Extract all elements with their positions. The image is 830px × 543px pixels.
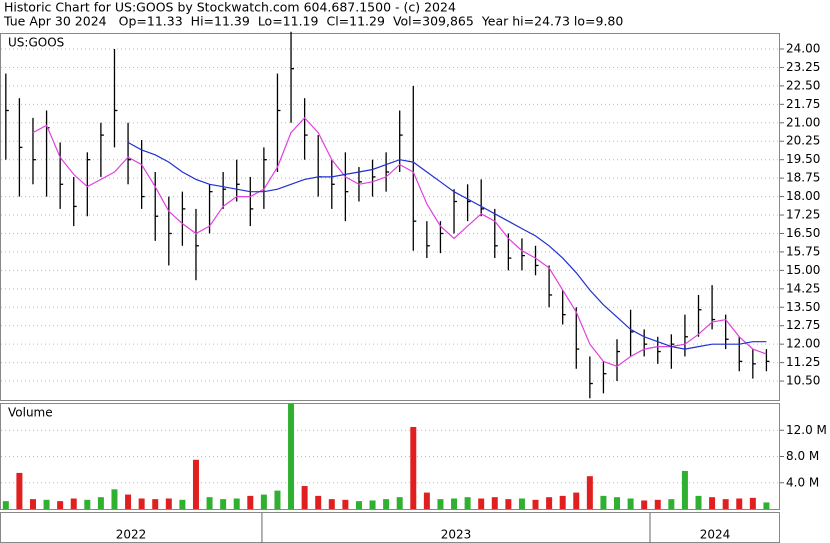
y-tick-label: 23.25 xyxy=(786,60,820,74)
y-tick-label: 12.0 M xyxy=(786,423,827,437)
y-tick-label: 16.50 xyxy=(786,226,820,240)
volume-bar xyxy=(125,494,132,509)
info-field: Vol=309,865 xyxy=(393,14,474,29)
volume-panel xyxy=(0,403,780,510)
volume-bar xyxy=(763,502,770,509)
volume-bar xyxy=(736,498,743,509)
volume-bar xyxy=(464,497,471,509)
moving-average-line xyxy=(32,117,767,367)
y-tick-label: 24.00 xyxy=(786,42,820,56)
y-tick-label: 10.50 xyxy=(786,374,820,388)
volume-bar xyxy=(70,498,77,509)
info-line: Tue Apr 30 2024 Op=11.33 Hi=11.39 Lo=11.19 C… xyxy=(3,14,623,29)
volume-bar xyxy=(709,497,716,509)
volume-bar xyxy=(383,499,390,509)
volume-bar xyxy=(301,486,308,509)
info-field: Cl=11.29 xyxy=(326,14,385,29)
volume-bar xyxy=(410,426,417,509)
volume-bar xyxy=(614,497,621,509)
y-tick-label: 8.0 M xyxy=(786,449,819,463)
y-tick-label: 17.25 xyxy=(786,208,820,222)
volume-bar xyxy=(57,501,64,509)
price-panel xyxy=(0,33,780,401)
volume-bar xyxy=(288,404,295,509)
volume-bar xyxy=(695,495,702,509)
x-tick-label: 2022 xyxy=(116,528,147,542)
info-field: Lo=11.19 xyxy=(258,14,319,29)
y-tick-label: 13.50 xyxy=(786,300,820,314)
volume-bar xyxy=(681,470,688,509)
volume-bar xyxy=(749,497,756,509)
volume-bar xyxy=(16,472,23,509)
volume-bar xyxy=(559,495,566,509)
y-tick-label: 12.00 xyxy=(786,337,820,351)
volume-bar xyxy=(641,500,648,509)
volume-bar xyxy=(532,499,539,509)
volume-bar xyxy=(84,499,91,509)
volume-bar xyxy=(722,499,729,509)
moving-average-line xyxy=(127,141,767,350)
volume-bar xyxy=(2,501,9,509)
volume-bar xyxy=(43,499,50,509)
panel-label: US:GOOS xyxy=(8,36,64,50)
volume-bar xyxy=(505,499,512,509)
volume-bar xyxy=(546,497,553,509)
volume-bar xyxy=(152,499,159,509)
volume-bar xyxy=(111,489,118,509)
y-tick-label: 4.0 M xyxy=(786,475,819,489)
y-tick-label: 14.25 xyxy=(786,281,820,295)
y-tick-label: 21.75 xyxy=(786,97,820,111)
volume-bar xyxy=(165,498,172,509)
y-tick-label: 19.50 xyxy=(786,152,820,166)
volume-bar xyxy=(600,495,607,509)
info-field: Year hi=24.73 xyxy=(481,14,570,29)
volume-bar xyxy=(627,498,634,509)
volume-bar xyxy=(451,498,458,509)
x-tick-label: 2024 xyxy=(700,528,731,542)
volume-bar xyxy=(437,499,444,509)
y-tick-label: 21.00 xyxy=(786,115,820,129)
y-tick-label: 20.25 xyxy=(786,134,820,148)
panel-label: Volume xyxy=(8,406,53,420)
info-field: Tue Apr 30 2024 xyxy=(3,14,107,29)
volume-bar xyxy=(274,490,281,509)
volume-bar xyxy=(342,499,349,509)
x-tick-label: 2023 xyxy=(441,528,472,542)
volume-bar xyxy=(260,494,267,509)
volume-bar xyxy=(654,499,661,509)
y-tick-label: 22.50 xyxy=(786,78,820,92)
y-tick-label: 11.25 xyxy=(786,355,820,369)
info-field: lo=9.80 xyxy=(574,14,623,29)
info-field: Op=11.33 xyxy=(119,14,183,29)
volume-bar xyxy=(29,499,36,509)
volume-bar xyxy=(192,459,199,509)
volume-bar xyxy=(369,500,376,509)
volume-bar xyxy=(573,492,580,509)
volume-bar xyxy=(315,495,322,509)
volume-bar xyxy=(220,499,227,509)
volume-bar xyxy=(478,498,485,509)
y-tick-label: 15.00 xyxy=(786,263,820,277)
volume-bar xyxy=(423,492,430,509)
volume-bar xyxy=(233,498,240,509)
volume-bar xyxy=(396,497,403,509)
y-tick-label: 18.00 xyxy=(786,189,820,203)
volume-bar xyxy=(138,498,145,509)
volume-bar xyxy=(206,497,213,509)
volume-bar xyxy=(518,498,525,509)
volume-bar xyxy=(179,499,186,509)
chart-title: Historic Chart for US:GOOS by Stockwatch… xyxy=(4,0,456,15)
info-field: Hi=11.39 xyxy=(191,14,250,29)
volume-bar xyxy=(586,476,593,509)
volume-bar xyxy=(328,499,335,509)
volume-bar xyxy=(668,499,675,509)
y-tick-label: 18.75 xyxy=(786,171,820,185)
volume-bar xyxy=(355,501,362,509)
y-tick-label: 12.75 xyxy=(786,318,820,332)
volume-bar xyxy=(247,495,254,509)
volume-bar xyxy=(491,497,498,509)
y-tick-label: 15.75 xyxy=(786,244,820,258)
volume-bar xyxy=(97,497,104,509)
